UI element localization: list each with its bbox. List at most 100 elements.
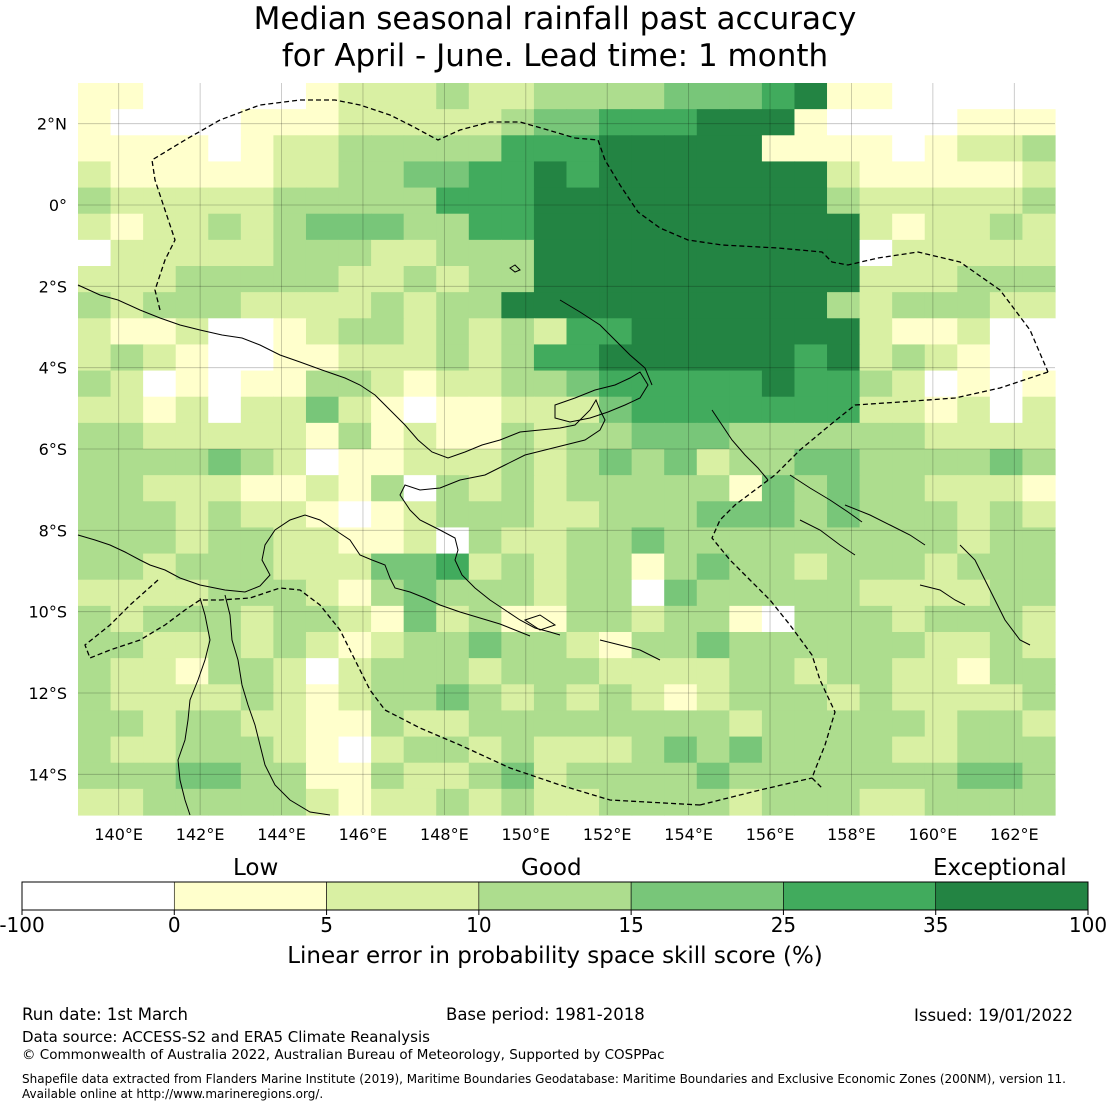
skill-cell (989, 527, 1024, 555)
skill-cell (143, 83, 177, 110)
skill-cell (631, 396, 665, 424)
skill-cell (892, 579, 926, 607)
skill-cell (533, 449, 568, 476)
skill-cell (468, 422, 502, 450)
skill-cell (599, 344, 633, 372)
shapefile-credit-2: Available online at http://www.marinereg… (22, 1087, 324, 1101)
colorbar-category-exceptional: Exceptional (933, 855, 1067, 881)
skill-cell (305, 370, 340, 398)
colorbar-tick-label: 25 (771, 913, 796, 937)
skill-cell (403, 762, 437, 790)
skill-cell (631, 135, 665, 163)
skill-cell (696, 161, 730, 189)
skill-cell (761, 266, 796, 293)
skill-cell (175, 318, 209, 346)
latitude-tick-label: 4°S (39, 359, 67, 378)
skill-cell (859, 266, 893, 293)
skill-cell (533, 213, 568, 241)
skill-cell (240, 605, 274, 633)
skill-cell (794, 449, 828, 476)
skill-cell (859, 292, 893, 319)
skill-cell (794, 109, 828, 136)
skill-cell (566, 788, 600, 816)
skill-cell (110, 83, 144, 110)
skill-cell (110, 527, 144, 555)
skill-cell (761, 501, 796, 529)
issued-date: Issued: 19/01/2022 (914, 1006, 1074, 1025)
skill-cell (501, 684, 535, 712)
skill-cell (273, 788, 307, 816)
skill-cell (794, 605, 828, 633)
skill-cell (1022, 527, 1056, 555)
skill-cell (403, 83, 437, 110)
skill-cell (1022, 579, 1056, 607)
skill-cell (924, 187, 958, 215)
png-eez-north (151, 99, 1049, 373)
skill-cell (240, 213, 274, 241)
skill-cell (468, 658, 502, 685)
skill-cell (664, 475, 698, 502)
skill-cell (501, 449, 535, 476)
skill-cell (143, 344, 177, 372)
skill-cell (78, 475, 112, 502)
skill-cell (957, 239, 991, 267)
skill-cell (892, 187, 926, 215)
skill-cell (273, 266, 307, 293)
skill-cell (989, 318, 1024, 346)
skill-cell (143, 396, 177, 424)
skill-cell (729, 422, 763, 450)
skill-cell (143, 501, 177, 529)
skill-cell (664, 318, 698, 346)
skill-cell (859, 788, 893, 816)
skill-cell (566, 266, 600, 293)
skill-cell (989, 396, 1024, 424)
skill-cell (924, 396, 958, 424)
skill-cell (208, 449, 242, 476)
skill-cell (631, 318, 665, 346)
skill-cell (240, 344, 274, 372)
skill-cell (501, 658, 535, 685)
skill-cell (305, 135, 340, 163)
colorbar-frame (21, 881, 1089, 911)
skill-cell (78, 605, 112, 633)
skill-cell (859, 658, 893, 685)
skill-cell (989, 736, 1024, 764)
skill-cell (208, 109, 242, 136)
skill-cell (338, 83, 372, 110)
skill-cell (924, 762, 958, 790)
skill-cell (501, 83, 535, 110)
skill-cell (501, 213, 535, 241)
skill-cell (729, 553, 763, 581)
skill-cell (989, 632, 1024, 659)
colorbar-tick-label: 35 (923, 913, 948, 937)
skill-cell (599, 527, 633, 555)
skill-cell (924, 83, 958, 110)
skill-cell (403, 135, 437, 163)
skill-cell (729, 605, 763, 633)
latitude-tick-label: 0° (49, 196, 67, 215)
skill-cell (1022, 187, 1056, 215)
skill-cell (664, 266, 698, 293)
skill-cell (273, 475, 307, 502)
skill-cell (78, 266, 112, 293)
skill-cell (110, 292, 144, 319)
skill-cell (892, 788, 926, 816)
skill-cell (892, 161, 926, 189)
skill-cell (827, 527, 861, 555)
skill-cell (403, 370, 437, 398)
skill-cell (175, 83, 209, 110)
data-source: Data source: ACCESS-S2 and ERA5 Climate … (22, 1028, 430, 1046)
skill-cell (631, 449, 665, 476)
skill-cell (175, 449, 209, 476)
skill-cell (533, 527, 568, 555)
skill-cell (631, 736, 665, 764)
skill-cell (566, 161, 600, 189)
skill-cell (696, 135, 730, 163)
skill-cell (1022, 422, 1056, 450)
skill-cell (240, 527, 274, 555)
colorbar-tick-label: -100 (0, 913, 45, 937)
skill-cell (240, 501, 274, 529)
skill-cell (533, 266, 568, 293)
skill-cell (696, 658, 730, 685)
skill-cell (794, 187, 828, 215)
